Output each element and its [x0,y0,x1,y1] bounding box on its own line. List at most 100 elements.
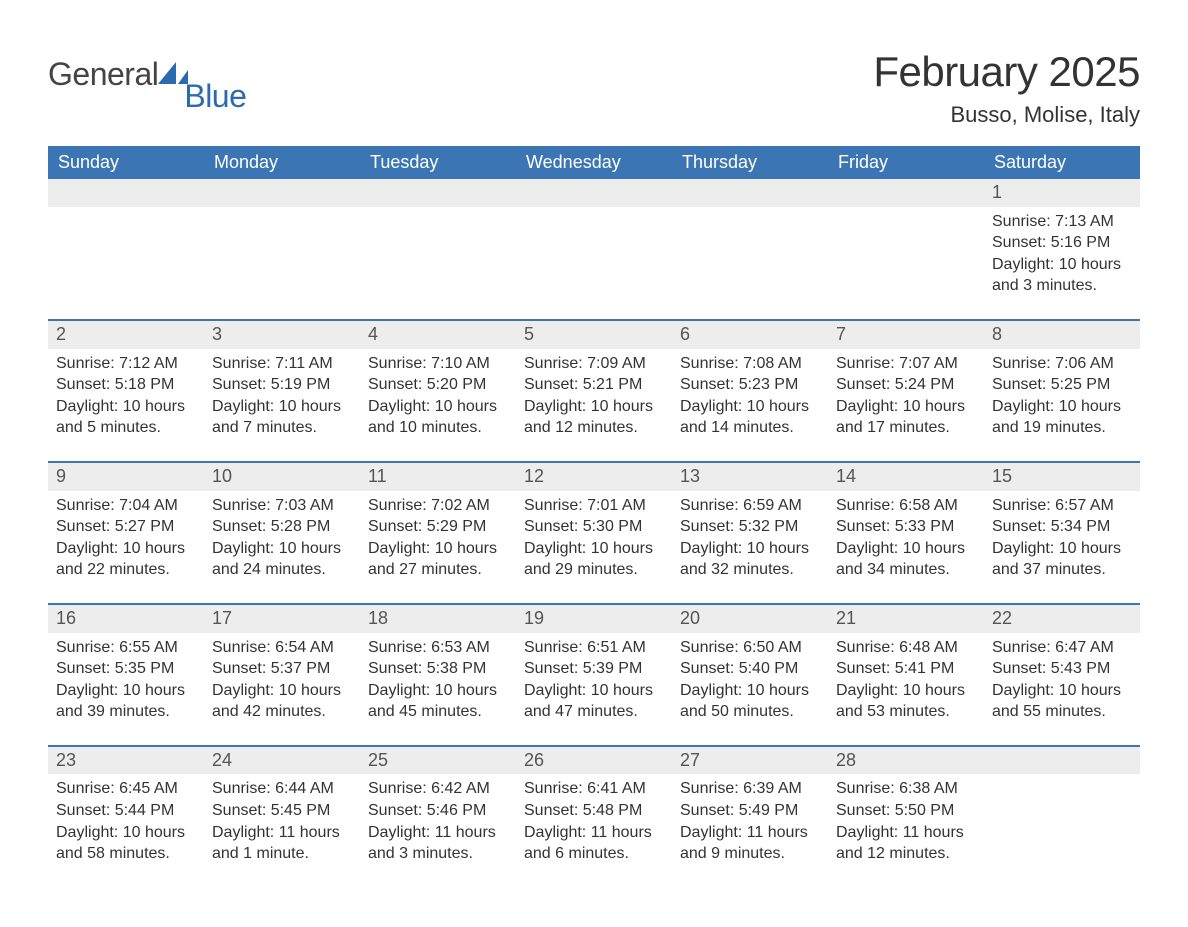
sunrise-line: Sunrise: 7:09 AM [524,353,664,375]
day-body: Sunrise: 6:45 AMSunset: 5:44 PMDaylight:… [48,774,204,886]
day-number: 12 [516,463,672,491]
sunset-line: Sunset: 5:45 PM [212,800,352,822]
calendar-cell: 3Sunrise: 7:11 AMSunset: 5:19 PMDaylight… [204,320,360,462]
calendar-cell: 16Sunrise: 6:55 AMSunset: 5:35 PMDayligh… [48,604,204,746]
daylight-line: Daylight: 10 hours and 22 minutes. [56,538,196,581]
daylight-line: Daylight: 11 hours and 1 minute. [212,822,352,865]
calendar-week: 1Sunrise: 7:13 AMSunset: 5:16 PMDaylight… [48,179,1140,320]
calendar-cell: 25Sunrise: 6:42 AMSunset: 5:46 PMDayligh… [360,746,516,887]
day-number: 7 [828,321,984,349]
calendar-cell: 23Sunrise: 6:45 AMSunset: 5:44 PMDayligh… [48,746,204,887]
sunrise-line: Sunrise: 6:54 AM [212,637,352,659]
calendar-cell: 15Sunrise: 6:57 AMSunset: 5:34 PMDayligh… [984,462,1140,604]
sunrise-line: Sunrise: 6:45 AM [56,778,196,800]
title-block: February 2025 Busso, Molise, Italy [873,48,1140,128]
daylight-line: Daylight: 10 hours and 50 minutes. [680,680,820,723]
day-body [204,207,360,307]
sunset-line: Sunset: 5:40 PM [680,658,820,680]
day-number: 15 [984,463,1140,491]
sunrise-line: Sunrise: 6:38 AM [836,778,976,800]
day-body: Sunrise: 6:51 AMSunset: 5:39 PMDaylight:… [516,633,672,745]
sunrise-line: Sunrise: 7:02 AM [368,495,508,517]
day-number: 6 [672,321,828,349]
location-label: Busso, Molise, Italy [873,102,1140,128]
day-body: Sunrise: 7:02 AMSunset: 5:29 PMDaylight:… [360,491,516,603]
sunset-line: Sunset: 5:25 PM [992,374,1132,396]
day-body: Sunrise: 6:39 AMSunset: 5:49 PMDaylight:… [672,774,828,886]
daylight-line: Daylight: 10 hours and 29 minutes. [524,538,664,581]
day-body: Sunrise: 6:44 AMSunset: 5:45 PMDaylight:… [204,774,360,886]
weekday-header: Tuesday [360,146,516,179]
sunset-line: Sunset: 5:30 PM [524,516,664,538]
calendar-cell: 22Sunrise: 6:47 AMSunset: 5:43 PMDayligh… [984,604,1140,746]
calendar-cell: 8Sunrise: 7:06 AMSunset: 5:25 PMDaylight… [984,320,1140,462]
day-number: 26 [516,747,672,775]
day-body: Sunrise: 6:53 AMSunset: 5:38 PMDaylight:… [360,633,516,745]
day-body: Sunrise: 6:48 AMSunset: 5:41 PMDaylight:… [828,633,984,745]
calendar-cell: 7 Sunrise: 7:07 AMSunset: 5:24 PMDaylight… [828,320,984,462]
day-body: Sunrise: 6:54 AMSunset: 5:37 PMDaylight:… [204,633,360,745]
day-body [984,774,1140,874]
daylight-line: Daylight: 10 hours and 39 minutes. [56,680,196,723]
calendar-cell: 13Sunrise: 6:59 AMSunset: 5:32 PMDayligh… [672,462,828,604]
day-number [672,179,828,207]
day-body: Sunrise: 7:04 AMSunset: 5:27 PMDaylight:… [48,491,204,603]
daylight-line: Daylight: 10 hours and 53 minutes. [836,680,976,723]
calendar-cell: 17Sunrise: 6:54 AMSunset: 5:37 PMDayligh… [204,604,360,746]
day-number: 9 [48,463,204,491]
day-body: Sunrise: 7:01 AMSunset: 5:30 PMDaylight:… [516,491,672,603]
sunrise-line: Sunrise: 7:03 AM [212,495,352,517]
sunrise-line: Sunrise: 7:06 AM [992,353,1132,375]
day-body [360,207,516,307]
sunset-line: Sunset: 5:27 PM [56,516,196,538]
sunrise-line: Sunrise: 7:01 AM [524,495,664,517]
day-body [672,207,828,307]
sunset-line: Sunset: 5:20 PM [368,374,508,396]
daylight-line: Daylight: 11 hours and 6 minutes. [524,822,664,865]
calendar-cell: 9Sunrise: 7:04 AMSunset: 5:27 PMDaylight… [48,462,204,604]
sunset-line: Sunset: 5:38 PM [368,658,508,680]
day-number: 21 [828,605,984,633]
calendar-cell: 26Sunrise: 6:41 AMSunset: 5:48 PMDayligh… [516,746,672,887]
sunset-line: Sunset: 5:29 PM [368,516,508,538]
day-number: 24 [204,747,360,775]
sunset-line: Sunset: 5:32 PM [680,516,820,538]
calendar-week: 23Sunrise: 6:45 AMSunset: 5:44 PMDayligh… [48,746,1140,887]
sunset-line: Sunset: 5:19 PM [212,374,352,396]
daylight-line: Daylight: 10 hours and 5 minutes. [56,396,196,439]
daylight-line: Daylight: 10 hours and 14 minutes. [680,396,820,439]
sunrise-line: Sunrise: 6:50 AM [680,637,820,659]
daylight-line: Daylight: 10 hours and 12 minutes. [524,396,664,439]
sunrise-line: Sunrise: 7:10 AM [368,353,508,375]
day-body [516,207,672,307]
calendar-cell: 1Sunrise: 7:13 AMSunset: 5:16 PMDaylight… [984,179,1140,320]
day-number: 5 [516,321,672,349]
day-body: Sunrise: 6:47 AMSunset: 5:43 PMDaylight:… [984,633,1140,745]
calendar-cell: 28Sunrise: 6:38 AMSunset: 5:50 PMDayligh… [828,746,984,887]
sunrise-line: Sunrise: 7:07 AM [836,353,976,375]
sunrise-line: Sunrise: 6:39 AM [680,778,820,800]
calendar-body: 1Sunrise: 7:13 AMSunset: 5:16 PMDaylight… [48,179,1140,887]
day-number: 10 [204,463,360,491]
weekday-header: Thursday [672,146,828,179]
daylight-line: Daylight: 10 hours and 24 minutes. [212,538,352,581]
day-number: 19 [516,605,672,633]
calendar-cell: 6Sunrise: 7:08 AMSunset: 5:23 PMDaylight… [672,320,828,462]
day-body: Sunrise: 6:42 AMSunset: 5:46 PMDaylight:… [360,774,516,886]
sunset-line: Sunset: 5:24 PM [836,374,976,396]
sunset-line: Sunset: 5:41 PM [836,658,976,680]
daylight-line: Daylight: 10 hours and 42 minutes. [212,680,352,723]
daylight-line: Daylight: 10 hours and 17 minutes. [836,396,976,439]
calendar-cell [984,746,1140,887]
day-number [516,179,672,207]
calendar-cell [48,179,204,320]
day-number: 20 [672,605,828,633]
sunset-line: Sunset: 5:21 PM [524,374,664,396]
calendar-cell: 20 Sunrise: 6:50 AMSunset: 5:40 PMDayligh… [672,604,828,746]
calendar-cell: 14Sunrise: 6:58 AMSunset: 5:33 PMDayligh… [828,462,984,604]
daylight-line: Daylight: 10 hours and 34 minutes. [836,538,976,581]
daylight-line: Daylight: 10 hours and 47 minutes. [524,680,664,723]
sunrise-line: Sunrise: 7:11 AM [212,353,352,375]
calendar-cell: 11Sunrise: 7:02 AMSunset: 5:29 PMDayligh… [360,462,516,604]
day-body: Sunrise: 6:41 AMSunset: 5:48 PMDaylight:… [516,774,672,886]
